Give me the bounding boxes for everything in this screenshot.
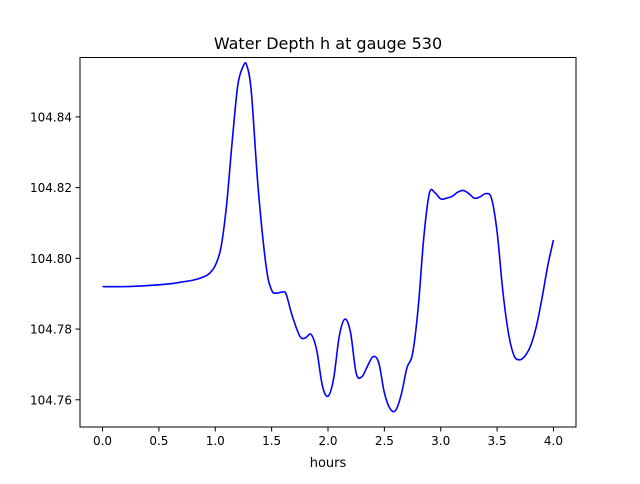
x-tick-label: 2.5 xyxy=(375,434,394,448)
y-axis: 104.76 104.78 104.80 104.82 104.84 xyxy=(30,110,80,407)
x-tick-label: 1.5 xyxy=(262,434,281,448)
plot-area xyxy=(102,61,555,413)
x-tick-label: 4.0 xyxy=(544,434,563,448)
x-axis-label: hours xyxy=(310,456,347,471)
x-axis: 0.0 0.5 1.0 1.5 2.0 2.5 3.0 3.5 4.0 xyxy=(93,427,563,448)
series-line-0 xyxy=(102,61,555,413)
x-tick-label: 3.5 xyxy=(488,434,507,448)
y-tick-label: 104.82 xyxy=(30,181,72,195)
x-tick-label: 0.5 xyxy=(149,434,168,448)
y-tick-label: 104.84 xyxy=(30,110,72,124)
y-tick-label: 104.78 xyxy=(30,323,72,337)
x-tick-label: 2.0 xyxy=(318,434,337,448)
chart-title: Water Depth h at gauge 530 xyxy=(214,34,442,53)
y-tick-label: 104.80 xyxy=(30,252,72,266)
y-tick-label: 104.76 xyxy=(30,393,72,407)
x-tick-label: 3.0 xyxy=(431,434,450,448)
x-tick-label: 0.0 xyxy=(93,434,112,448)
x-tick-label: 1.0 xyxy=(206,434,225,448)
